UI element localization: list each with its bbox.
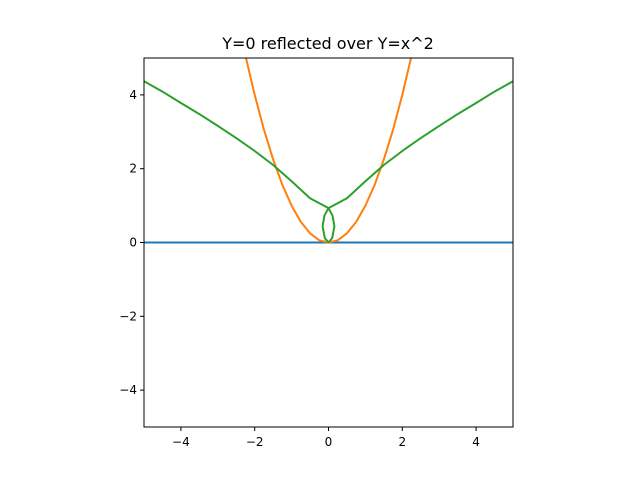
y-tick-label: 4 — [129, 88, 137, 102]
y-tick-label: 2 — [129, 162, 137, 176]
y-tick-label: −4 — [119, 383, 137, 397]
x-tick-label: 4 — [472, 435, 480, 449]
y-tick-label: −2 — [119, 309, 137, 323]
y-tick-label: 0 — [129, 236, 137, 250]
y-axis: −4 −2 0 2 4 — [119, 88, 144, 397]
x-tick-label: −4 — [172, 435, 190, 449]
series-line-3 — [144, 80, 513, 244]
x-axis: −4 −2 0 2 4 — [172, 427, 480, 449]
plot-area — [144, 58, 513, 244]
x-tick-label: −2 — [246, 435, 264, 449]
chart-title: Y=0 reflected over Y=x^2 — [221, 34, 434, 53]
x-tick-label: 0 — [325, 435, 333, 449]
x-tick-label: 2 — [398, 435, 406, 449]
